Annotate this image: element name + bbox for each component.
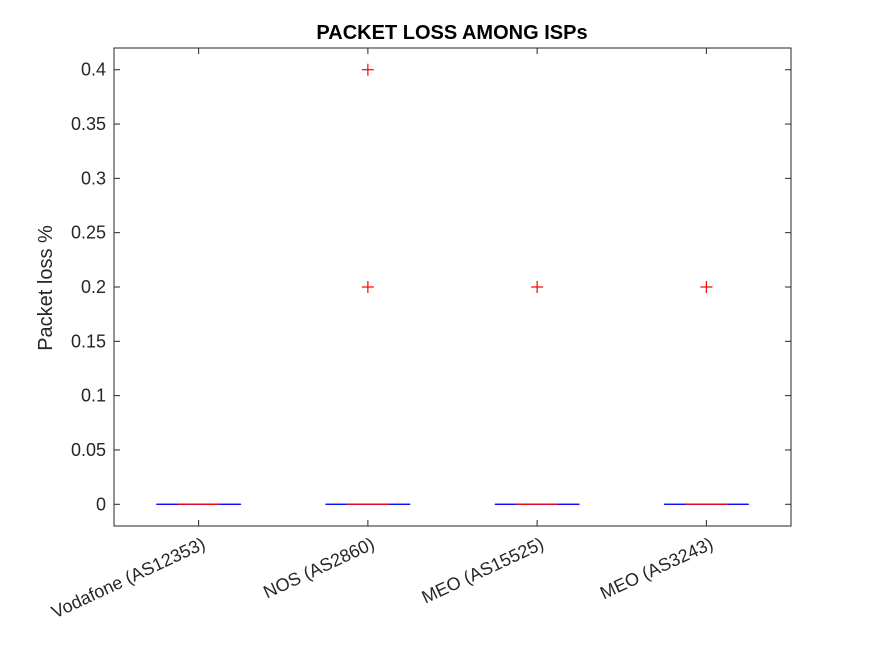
y-tick-label: 0.35 — [71, 114, 106, 134]
y-tick-label: 0.25 — [71, 223, 106, 243]
y-tick-label: 0.15 — [71, 331, 106, 351]
box-group — [494, 281, 580, 505]
y-tick-label: 0.2 — [81, 277, 106, 297]
y-axis-label: Packet loss % — [35, 225, 57, 351]
box-group — [663, 281, 749, 505]
y-axis-ticks: 0 0.05 0.1 0.15 0.2 0.25 0.3 0.35 0.4 — [71, 60, 791, 514]
y-tick-label: 0 — [96, 494, 106, 514]
y-tick-label: 0.05 — [71, 440, 106, 460]
box-group — [325, 63, 411, 505]
chart-title: PACKET LOSS AMONG ISPs — [316, 22, 587, 44]
x-tick-label: Vodafone (AS12353) — [48, 533, 208, 622]
x-tick-label: MEO (AS3243) — [597, 533, 716, 603]
x-tick-label: NOS (AS2860) — [260, 533, 377, 602]
plot-area-frame — [113, 47, 792, 527]
box-series — [156, 63, 749, 505]
y-tick-label: 0.4 — [81, 60, 106, 80]
x-axis-ticks: Vodafone (AS12353) NOS (AS2860) MEO (AS155… — [48, 48, 716, 622]
x-tick-label: MEO (AS15525) — [419, 533, 547, 607]
y-tick-label: 0.1 — [81, 386, 106, 406]
y-tick-label: 0.3 — [81, 168, 106, 188]
